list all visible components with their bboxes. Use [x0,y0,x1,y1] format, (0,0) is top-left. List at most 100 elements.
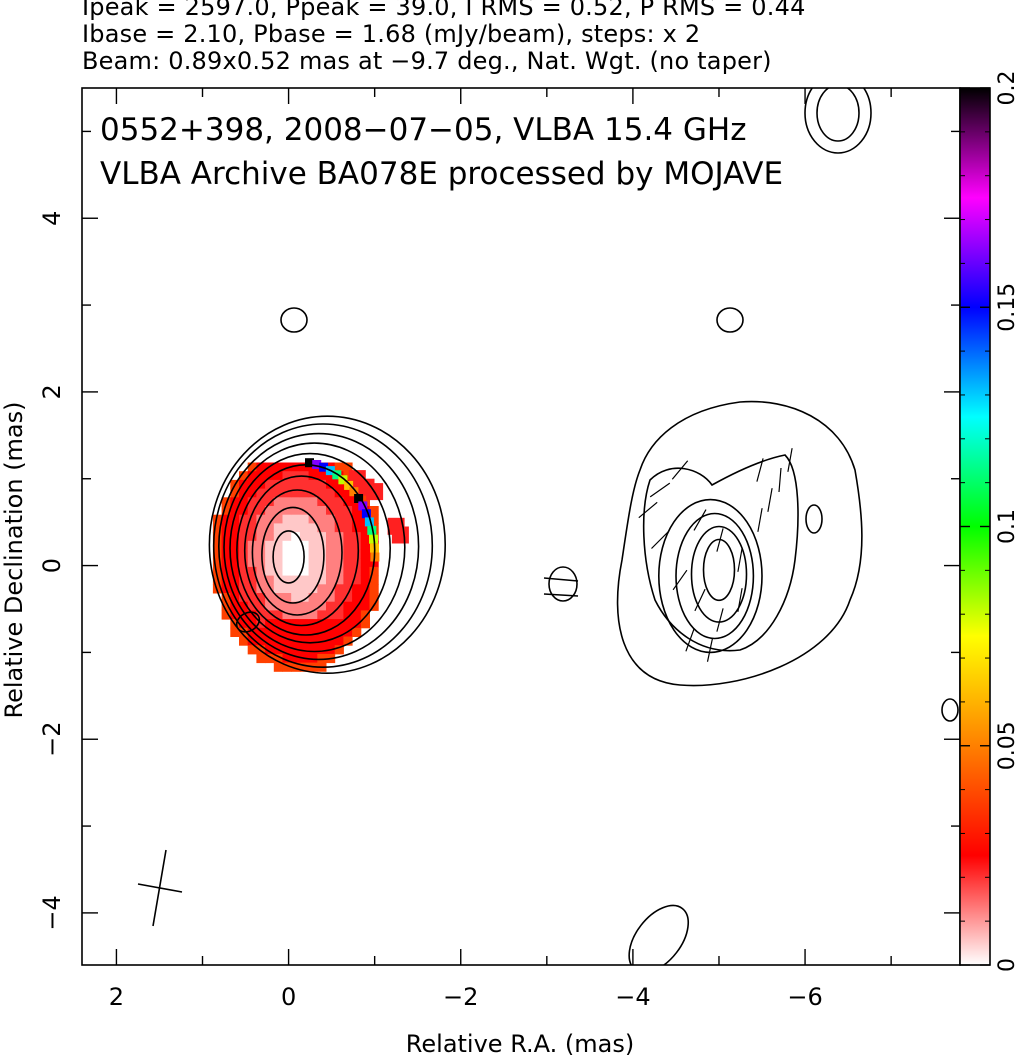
pol-pixel [326,636,336,646]
pol-pixel [282,584,292,594]
pol-pixel [326,471,336,481]
pol-pixel [343,619,353,629]
pol-pixel [343,566,353,577]
pol-pixel [239,558,249,568]
polarization-vector [706,638,714,662]
pol-pixel [317,610,327,620]
pol-pixel-edge [338,475,348,485]
pol-pixel [291,523,301,533]
blob-contour [816,88,860,142]
pol-pixel [291,653,301,664]
pol-pixel [326,514,336,524]
pol-pixel [265,627,275,637]
polarization-vector [694,588,706,612]
pol-pixel [239,532,249,542]
pol-pixel [334,488,344,498]
pol-pixel [282,523,292,533]
pol-pixel [326,497,336,507]
pol-pixel [326,540,336,550]
jet-contour [702,538,736,602]
pol-pixel [256,653,266,664]
pol-pixel [247,593,257,603]
colorbar-tick-label: 0 [995,958,1020,972]
pol-pixel [299,462,310,472]
axis-ticks [82,88,960,965]
polarization-vector [737,548,743,572]
pol-pixel [317,601,327,611]
pol-pixel [343,488,353,498]
polarization-vector [778,467,782,493]
pol-pixel [212,558,223,568]
jet-contour [675,512,755,640]
pol-pixel [256,523,266,533]
pol-pixel [265,636,275,646]
jet-contour [658,498,763,654]
pol-pixel [282,593,292,603]
pol-pixel [352,627,362,637]
pol-pixel [230,488,240,498]
colorbar [959,87,991,966]
pol-pixel [291,488,301,498]
pol-pixel [256,566,266,577]
pol-pixel [282,514,292,524]
pol-pixel [212,566,223,577]
x-tick-label: 0 [281,983,296,1011]
pol-pixel [265,471,275,481]
pol-pixel [265,532,275,542]
polarization-vector [638,501,658,519]
header-line-beam: Beam: 0.89x0.52 mas at −9.7 deg., Nat. W… [82,47,772,75]
pol-pixel [282,540,292,550]
pol-pixel [360,558,370,568]
pol-pixel [265,506,275,516]
pol-pixel [299,540,310,550]
pol-pixel [334,479,344,490]
pol-pixel [369,593,379,603]
pol-pixel [239,523,249,533]
pol-pixel [212,514,223,524]
pol-pixel [343,584,353,594]
polarization-vector [757,508,763,532]
pol-pixel [343,532,353,542]
blob-contour [941,698,959,722]
pol-pixel [230,627,240,637]
pol-pixel [352,506,362,516]
pol-pixel [256,558,266,568]
pol-pixel [273,497,283,507]
pol-pixel [265,540,275,550]
pol-pixel [212,584,223,594]
pol-pixel [326,601,336,611]
pol-pixel [299,619,310,629]
pol-pixel [334,645,344,655]
pol-pixel [317,497,327,507]
pol-pixel [334,636,344,646]
pol-pixel [360,584,370,594]
pol-pixel [360,619,370,629]
pol-pixel [247,479,257,490]
pol-pixel [343,610,353,620]
pol-pixel [239,636,249,646]
pol-pixel [273,523,283,533]
polarization-vector [685,628,695,652]
pol-pixel [256,532,266,542]
pol-pixel [265,558,275,568]
pol-pixel [230,584,240,594]
x-tick-labels: 2 0 −2 −4 −6 [109,983,823,1011]
pol-pixel [391,526,409,544]
polarization-vector [737,588,743,612]
pol-pixel [273,584,283,594]
pol-pixel [326,488,336,498]
pol-pixel [256,540,266,550]
pol-pixel [265,514,275,524]
polarization-vector [716,528,724,552]
jet-inner-contour [642,454,799,652]
pol-pixel-edge [344,480,354,490]
pol-pixel [317,540,327,550]
pol-pixel [334,558,344,568]
pol-pixel [256,636,266,646]
pol-pixel [299,645,310,655]
pol-pixel [299,662,310,672]
pol-pixel [326,619,336,629]
pol-pixel [256,488,266,498]
pol-pixel [299,636,310,646]
pol-pixel [247,601,257,611]
